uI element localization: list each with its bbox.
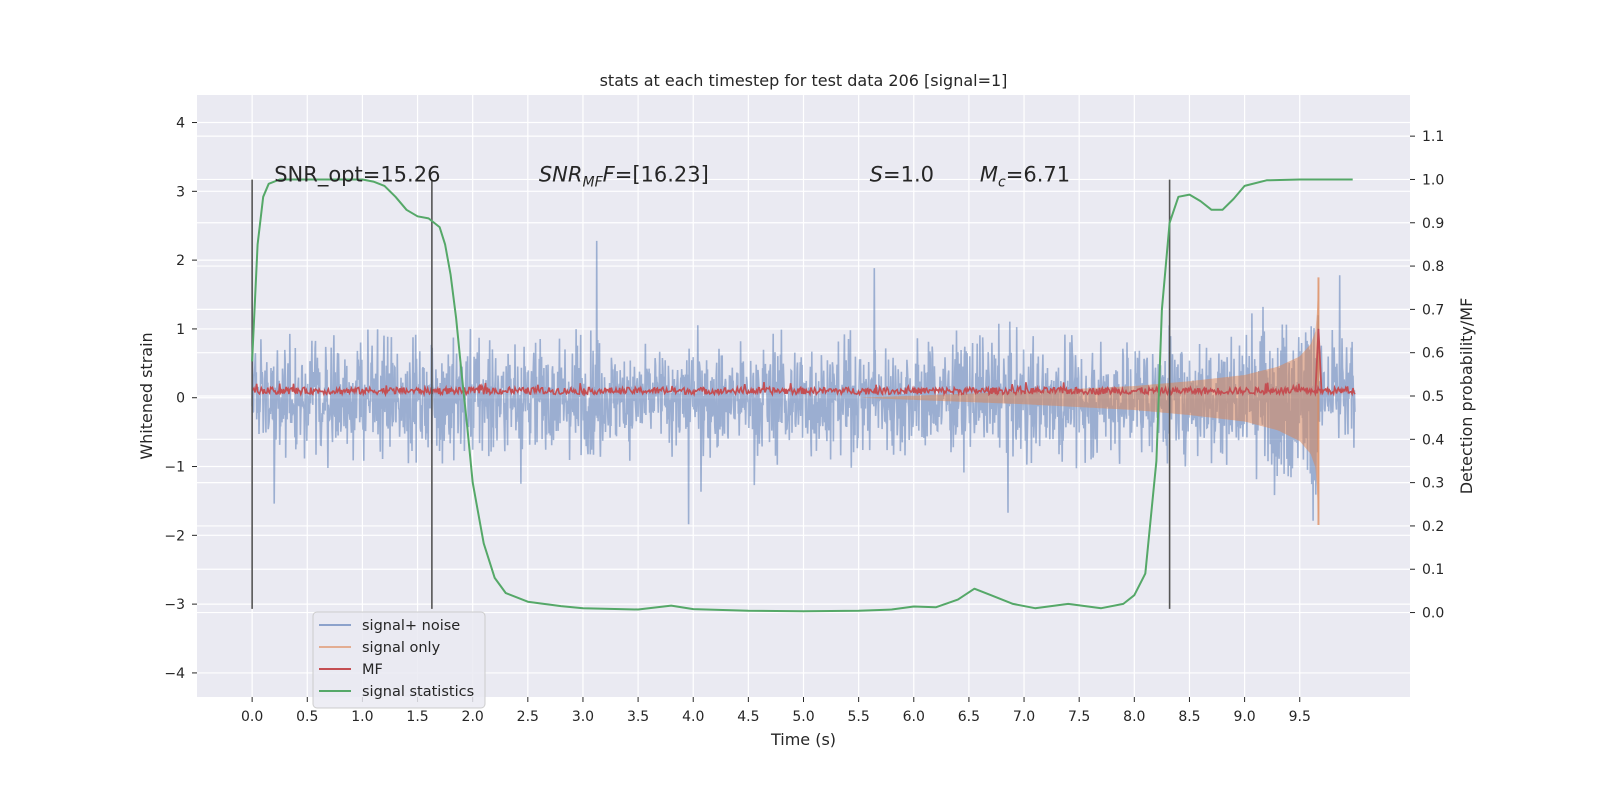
legend-entry: signal statistics: [362, 684, 474, 700]
x-tick-label: 0.5: [296, 709, 318, 725]
legend-box: [312, 611, 486, 709]
right-tick-label: 0.3: [1422, 476, 1444, 492]
right-tick-label: 0.1: [1422, 562, 1444, 578]
x-tick-label: 6.5: [958, 709, 980, 725]
annotation-s: S=1.0: [870, 163, 934, 187]
annotation-mc: Mc=6.71: [980, 163, 1070, 191]
x-tick-label: 9.0: [1233, 709, 1255, 725]
left-tick-label: −3: [164, 597, 185, 613]
x-tick-label: 0.0: [241, 709, 263, 725]
left-axis-ticks: −4 −3 −2 −1 0 1 2 3 4: [164, 116, 197, 682]
series-mf: [251, 328, 1356, 398]
annotation-s-value: =1.0: [883, 163, 934, 187]
series-signal-statistics: [251, 178, 1353, 613]
right-tick-label: 0.2: [1422, 519, 1444, 535]
x-tick-label: 5.0: [792, 709, 814, 725]
left-tick-label: −2: [164, 528, 185, 544]
x-tick-label: 3.5: [627, 709, 649, 725]
left-tick-label: 0: [176, 391, 185, 407]
legend: signal+ noise signal only MF signal statist…: [312, 611, 486, 709]
legend-entry: signal+ noise: [362, 618, 460, 634]
right-axis-ticks: 0.0 0.1 0.2 0.3 0.4 0.5 0.6 0.7 0.8 0.9 1.0 1.1: [1410, 129, 1444, 622]
left-axis-label: Whitened strain: [137, 332, 156, 459]
signal-only-band: [858, 277, 1319, 525]
x-tick-label: 4.0: [682, 709, 704, 725]
annotation-snr-mf: SNRMFF=[16.23]: [539, 163, 709, 191]
right-tick-label: 0.6: [1422, 346, 1444, 362]
annotation-snr-opt: SNR_opt=15.26: [274, 163, 440, 188]
annotation-mc-sub: c: [998, 175, 1006, 191]
x-tick-label: 3.0: [572, 709, 594, 725]
x-tick-label: 2.5: [517, 709, 539, 725]
mf-line: [251, 381, 1356, 398]
x-tick-label: 1.0: [351, 709, 373, 725]
annotation-snr-mf-main: SNR: [539, 163, 583, 187]
annotation-snr-mf-value: =[16.23]: [615, 163, 709, 187]
signal-statistics-line: [251, 178, 1353, 613]
left-tick-label: −1: [164, 460, 185, 476]
x-tick-label: 5.5: [848, 709, 870, 725]
right-tick-label: 0.0: [1422, 606, 1444, 622]
annotation-mc-main: M: [980, 163, 998, 187]
right-tick-label: 0.4: [1422, 432, 1444, 448]
vertical-markers: [251, 179, 1171, 609]
x-tick-label: 7.5: [1068, 709, 1090, 725]
right-tick-label: 0.7: [1422, 302, 1444, 318]
left-tick-label: 1: [176, 322, 185, 338]
right-tick-label: 0.9: [1422, 216, 1444, 232]
left-tick-label: 4: [176, 116, 185, 132]
x-tick-label: 8.0: [1123, 709, 1145, 725]
mf-peak: [1314, 328, 1323, 391]
x-tick-label: 4.5: [737, 709, 759, 725]
right-axis-label: Detection probability/MF: [1457, 298, 1476, 495]
series-signal-only: [858, 277, 1320, 525]
right-tick-label: 0.8: [1422, 259, 1444, 275]
right-tick-label: 1.0: [1422, 172, 1444, 188]
annotation-mc-value: =6.71: [1006, 163, 1070, 187]
annotation-snr-mf-f: F: [603, 163, 616, 187]
x-tick-label: 8.5: [1178, 709, 1200, 725]
legend-entry: signal only: [362, 640, 441, 656]
x-tick-label: 2.0: [462, 709, 484, 725]
x-tick-label: 7.0: [1013, 709, 1035, 725]
annotation-s-main: S: [870, 163, 883, 187]
left-tick-label: −4: [164, 666, 185, 682]
x-tick-label: 1.5: [406, 709, 428, 725]
annotation-snr-mf-sub: MF: [582, 175, 603, 191]
left-tick-label: 2: [176, 253, 185, 269]
chart-title: stats at each timestep for test data 206…: [600, 71, 1008, 90]
x-tick-label: 9.5: [1289, 709, 1311, 725]
right-tick-label: 1.1: [1422, 129, 1444, 145]
legend-entry: MF: [362, 662, 383, 678]
x-axis-ticks: 0.0 0.5 1.0 1.5 2.0 2.5 3.0 3.5 4.0 4.5 5.0 5.5 6.0 6…: [241, 697, 1311, 725]
left-tick-label: 3: [176, 184, 185, 200]
right-tick-label: 0.5: [1422, 389, 1444, 405]
annotations: SNR_opt=15.26 SNRMFF=[16.23] S=1.0 Mc=6.…: [274, 163, 1070, 191]
x-axis-label: Time (s): [770, 730, 836, 749]
x-tick-label: 6.0: [903, 709, 925, 725]
